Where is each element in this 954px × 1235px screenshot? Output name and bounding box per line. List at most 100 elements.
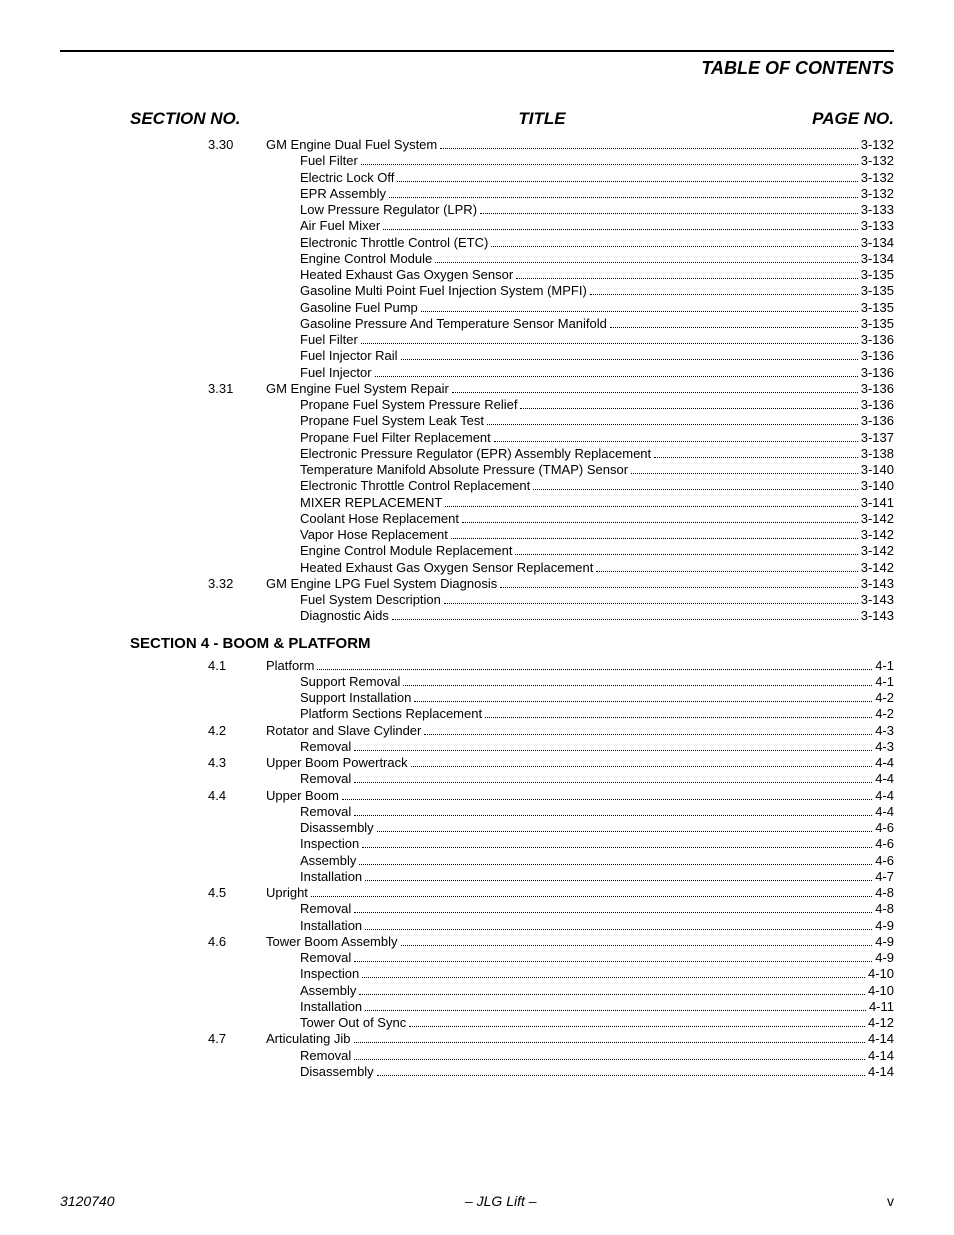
toc-leader <box>480 213 858 214</box>
toc-leader <box>590 294 858 295</box>
toc-page: 4-3 <box>875 739 894 755</box>
toc-subentry: Assembly 4-6 <box>60 853 894 869</box>
toc-page: 4-14 <box>868 1048 894 1064</box>
toc-sub-title: EPR Assembly <box>300 186 386 202</box>
toc-entry: 4.6Tower Boom Assembly4-9 <box>60 934 894 950</box>
toc-leader <box>392 619 858 620</box>
toc-subentry: Fuel Filter 3-132 <box>60 153 894 169</box>
toc-subentry: MIXER REPLACEMENT 3-141 <box>60 495 894 511</box>
toc-subentry: Removal 4-14 <box>60 1048 894 1064</box>
toc-leader <box>610 327 858 328</box>
toc-page: 3-142 <box>861 543 894 559</box>
toc-entry: 4.3Upper Boom Powertrack4-4 <box>60 755 894 771</box>
toc-sub-title: Removal <box>300 804 351 820</box>
toc-leader <box>451 538 858 539</box>
toc-subentry: Support Installation 4-2 <box>60 690 894 706</box>
toc-entry: 4.2 Rotator and Slave Cylinder 4-3 <box>60 723 894 739</box>
toc-number: 4.7 <box>208 1031 256 1047</box>
toc-sub-title: Air Fuel Mixer <box>300 218 380 234</box>
toc-subentry: Fuel Injector 3-136 <box>60 365 894 381</box>
footer-center: – JLG Lift – <box>115 1193 887 1209</box>
toc-sub-title: Gasoline Pressure And Temperature Sensor… <box>300 316 607 332</box>
toc-subentry: Vapor Hose Replacement 3-142 <box>60 527 894 543</box>
toc-sub-title: Coolant Hose Replacement <box>300 511 459 527</box>
toc-leader <box>375 376 858 377</box>
toc-subentry: Installation 4-11 <box>60 999 894 1015</box>
toc-leader <box>361 343 858 344</box>
toc-number: 4.3 <box>208 755 256 771</box>
toc-sub-title: Assembly <box>300 853 356 869</box>
toc-leader <box>515 554 857 555</box>
toc-entry: 4.5Upright4-8 <box>60 885 894 901</box>
toc-title: Articulating Jib <box>266 1031 351 1047</box>
toc-subentry: Tower Out of Sync 4-12 <box>60 1015 894 1031</box>
toc-sub-title: Inspection <box>300 836 359 852</box>
toc-page: 3-136 <box>861 397 894 413</box>
toc-page: 4-1 <box>875 674 894 690</box>
toc-leader <box>500 587 858 588</box>
toc-leader <box>354 750 872 751</box>
toc-sub-title: Removal <box>300 739 351 755</box>
toc-leader <box>365 1010 866 1011</box>
toc-page: 4-8 <box>875 885 894 901</box>
toc-sub-title: Gasoline Fuel Pump <box>300 300 418 316</box>
toc-leader <box>359 994 865 995</box>
toc-subentry: Diagnostic Aids 3-143 <box>60 608 894 624</box>
toc-subentry: EPR Assembly 3-132 <box>60 186 894 202</box>
toc-sub-title: Electronic Throttle Control Replacement <box>300 478 530 494</box>
toc-leader <box>362 847 872 848</box>
toc-title: Upper Boom <box>266 788 339 804</box>
toc-sub-title: Installation <box>300 999 362 1015</box>
toc-subentry: Heated Exhaust Gas Oxygen Sensor Replace… <box>60 560 894 576</box>
toc-page: 3-136 <box>861 332 894 348</box>
toc-sub-title: Diagnostic Aids <box>300 608 389 624</box>
toc-page: 3-138 <box>861 446 894 462</box>
toc-title: GM Engine LPG Fuel System Diagnosis <box>266 576 497 592</box>
toc-page: 3-134 <box>861 235 894 251</box>
toc-subentry: Electronic Throttle Control Replacement … <box>60 478 894 494</box>
toc-leader <box>440 148 858 149</box>
toc-page: 4-1 <box>875 658 894 674</box>
toc-page: 3-132 <box>861 137 894 153</box>
toc-leader <box>654 457 858 458</box>
toc-sub-title: Tower Out of Sync <box>300 1015 406 1031</box>
toc-subentry: Disassembly 4-6 <box>60 820 894 836</box>
toc-subentry: Inspection 4-6 <box>60 836 894 852</box>
toc-sub-title: Removal <box>300 1048 351 1064</box>
toc-subentry: Engine Control Module 3-134 <box>60 251 894 267</box>
toc-page: 3-136 <box>861 381 894 397</box>
toc-title: Rotator and Slave Cylinder <box>266 723 421 739</box>
toc-page: 3-142 <box>861 560 894 576</box>
toc-page: 4-9 <box>875 934 894 950</box>
toc-subentry: Gasoline Multi Point Fuel Injection Syst… <box>60 283 894 299</box>
toc-page: 4-4 <box>875 771 894 787</box>
toc-sub-title: Temperature Manifold Absolute Pressure (… <box>300 462 628 478</box>
toc-page: 4-11 <box>869 999 894 1015</box>
toc-leader <box>487 424 858 425</box>
toc-number: 4.2 <box>208 723 256 739</box>
toc-sub-title: Heated Exhaust Gas Oxygen Sensor <box>300 267 513 283</box>
toc-title: Upright <box>266 885 308 901</box>
toc-sub-title: Support Installation <box>300 690 411 706</box>
toc-sub-title: Fuel Injector <box>300 365 372 381</box>
toc-leader <box>494 441 858 442</box>
toc-page: 4-3 <box>875 723 894 739</box>
toc-subentry: Removal 4-9 <box>60 950 894 966</box>
toc-sub-title: Heated Exhaust Gas Oxygen Sensor Replace… <box>300 560 593 576</box>
toc-subentry: Assembly 4-10 <box>60 983 894 999</box>
toc-leader <box>342 799 872 800</box>
toc-subentry: Gasoline Fuel Pump 3-135 <box>60 300 894 316</box>
column-headers: SECTION NO. TITLE PAGE NO. <box>60 109 894 129</box>
toc-entry: 3.32GM Engine LPG Fuel System Diagnosis3… <box>60 576 894 592</box>
toc-subentry: Electronic Throttle Control (ETC) 3-134 <box>60 235 894 251</box>
toc-leader <box>414 701 872 702</box>
toc-subentry: Inspection 4-10 <box>60 966 894 982</box>
toc-page: 3-136 <box>861 348 894 364</box>
toc-title: Upper Boom Powertrack <box>266 755 408 771</box>
toc-sub-title: Support Removal <box>300 674 400 690</box>
toc-number: 4.6 <box>208 934 256 950</box>
toc-page: 4-10 <box>868 966 894 982</box>
toc-subentry: Installation 4-9 <box>60 918 894 934</box>
toc-sub-title: Engine Control Module <box>300 251 432 267</box>
toc-page: 3-135 <box>861 316 894 332</box>
